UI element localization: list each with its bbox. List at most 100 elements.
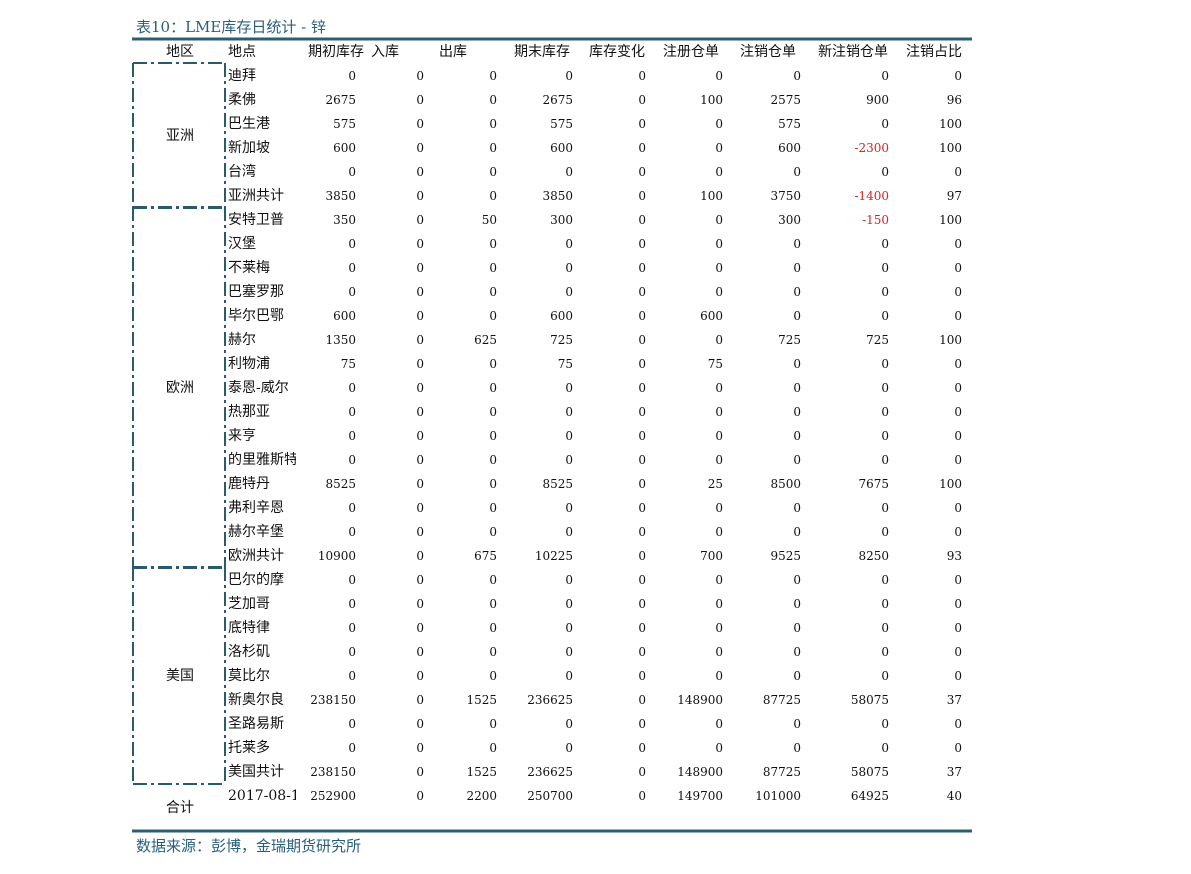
value: 0 [881, 645, 889, 659]
value: 300 [778, 213, 801, 227]
value: 0 [793, 573, 801, 587]
place: 亚洲共计 [228, 188, 284, 204]
value: 0 [416, 141, 424, 155]
value: 3850 [542, 189, 573, 203]
value: 0 [881, 597, 889, 611]
value: 7675 [858, 477, 889, 491]
value: 0 [348, 69, 356, 83]
value: 0 [348, 717, 356, 731]
value: 10225 [534, 549, 573, 563]
value: 0 [638, 237, 646, 251]
place: 巴尔的摩 [228, 572, 284, 588]
value: 0 [416, 501, 424, 515]
header-cell: 出库 [439, 44, 467, 60]
value: 0 [416, 693, 424, 707]
value: 600 [550, 141, 573, 155]
value: 0 [565, 525, 573, 539]
value: 0 [638, 117, 646, 131]
value: 2675 [325, 93, 356, 107]
place: 迪拜 [228, 68, 256, 84]
value: 0 [489, 645, 497, 659]
value: 0 [348, 285, 356, 299]
value: 0 [954, 453, 962, 467]
value: 0 [565, 405, 573, 419]
value: 0 [954, 573, 962, 587]
value: 0 [715, 261, 723, 275]
value: 0 [793, 261, 801, 275]
value: 0 [954, 741, 962, 755]
value: 0 [954, 357, 962, 371]
value: 0 [638, 549, 646, 563]
total-value: 64925 [850, 789, 889, 803]
value: 0 [348, 645, 356, 659]
place: 赫尔辛堡 [228, 524, 284, 540]
value: 0 [881, 453, 889, 467]
value: 0 [348, 165, 356, 179]
value: 2575 [770, 93, 801, 107]
value: 10900 [317, 549, 356, 563]
value: 0 [416, 477, 424, 491]
value: 0 [638, 429, 646, 443]
total-value: 250700 [527, 789, 573, 803]
place: 新加坡 [228, 140, 270, 156]
value: 0 [793, 645, 801, 659]
value: 0 [489, 597, 497, 611]
value: -1400 [854, 189, 889, 203]
value: 0 [881, 237, 889, 251]
value: 0 [793, 405, 801, 419]
value: 0 [489, 429, 497, 443]
value: 0 [881, 285, 889, 299]
value: 0 [416, 429, 424, 443]
value: 50 [481, 213, 497, 227]
value: 0 [489, 525, 497, 539]
region: 美国 [166, 667, 194, 684]
value: 0 [638, 741, 646, 755]
value: 0 [348, 237, 356, 251]
value: 148900 [677, 693, 723, 707]
value: 0 [416, 765, 424, 779]
value: 87725 [762, 693, 801, 707]
value: 3850 [325, 189, 356, 203]
value: 0 [954, 165, 962, 179]
place: 赫尔 [228, 332, 256, 348]
value: 0 [416, 69, 424, 83]
value: 100 [700, 189, 723, 203]
value: 0 [348, 429, 356, 443]
value: 575 [333, 117, 356, 131]
value: 0 [348, 621, 356, 635]
value: 0 [348, 381, 356, 395]
value: 0 [715, 501, 723, 515]
value: 0 [715, 429, 723, 443]
value: 700 [700, 549, 723, 563]
value: 0 [954, 429, 962, 443]
value: 0 [954, 669, 962, 683]
value: 0 [565, 381, 573, 395]
value: 0 [638, 597, 646, 611]
value: 0 [793, 453, 801, 467]
value: 0 [416, 285, 424, 299]
value: 0 [416, 213, 424, 227]
value: 100 [939, 213, 962, 227]
value: 0 [638, 405, 646, 419]
value: 0 [881, 261, 889, 275]
value: 8500 [770, 477, 801, 491]
value: 0 [954, 261, 962, 275]
title: 表10：LME库存日统计 - 锌 [136, 18, 326, 36]
total-value: 252900 [310, 789, 356, 803]
value: 0 [881, 357, 889, 371]
value: 0 [416, 453, 424, 467]
value: 0 [638, 525, 646, 539]
value: 0 [565, 165, 573, 179]
value: 0 [715, 333, 723, 347]
place: 新奥尔良 [228, 692, 284, 708]
value: 0 [715, 669, 723, 683]
place: 底特律 [228, 620, 270, 636]
value: 0 [793, 237, 801, 251]
value: 0 [489, 453, 497, 467]
value: 600 [333, 141, 356, 155]
value: 236625 [527, 765, 573, 779]
value: 0 [348, 573, 356, 587]
place: 莫比尔 [228, 668, 270, 684]
value: 725 [866, 333, 889, 347]
value: 675 [474, 549, 497, 563]
